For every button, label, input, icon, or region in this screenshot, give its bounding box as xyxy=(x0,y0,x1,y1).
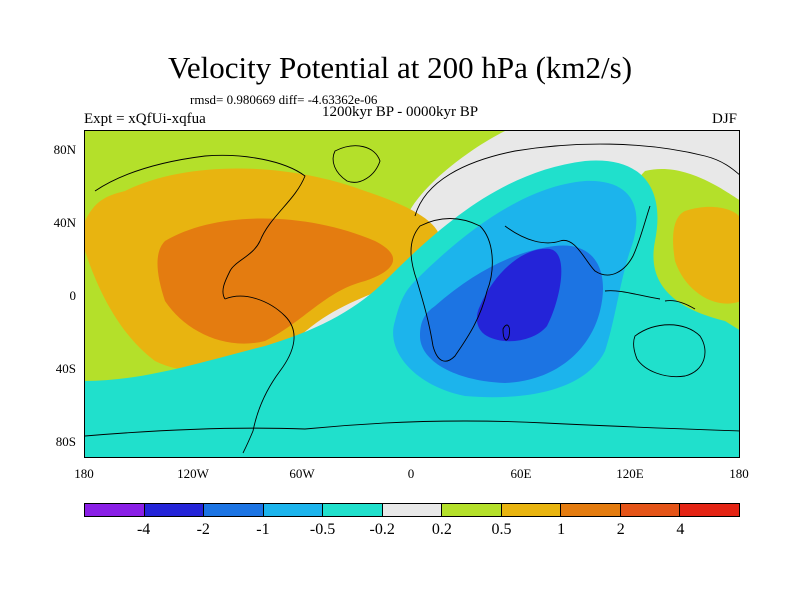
colorbar-box xyxy=(144,504,205,516)
y-tick-label: 80S xyxy=(55,434,76,449)
colorbar-label: 4 xyxy=(676,521,685,538)
colorbar-label: 0.5 xyxy=(491,521,512,538)
coastline-madagascar xyxy=(502,324,510,341)
period-label: 1200kyr BP - 0000kyr BP xyxy=(322,104,479,120)
map-panel xyxy=(84,130,740,458)
season-label: DJF xyxy=(712,111,738,127)
contour-fill-1 xyxy=(157,218,394,344)
colorbar-box xyxy=(204,504,264,516)
colorbar-box xyxy=(501,504,562,516)
y-tick-label: 0 xyxy=(69,288,77,303)
coastline-africa xyxy=(410,218,493,362)
colorbar-box xyxy=(85,504,145,516)
colorbar-label: -0.2 xyxy=(369,521,395,538)
colorbar-box xyxy=(442,504,502,516)
y-tick-label: 80N xyxy=(53,142,76,157)
y-tick-label: 40N xyxy=(53,215,76,230)
x-tick-label: 120E xyxy=(616,466,644,481)
coastline-greenland xyxy=(332,145,381,183)
colorbar-label: -2 xyxy=(196,521,210,538)
y-tick-label: 40S xyxy=(55,361,76,376)
colorbar-label: 0.2 xyxy=(431,521,452,538)
page-title: Velocity Potential at 200 hPa (km2/s) xyxy=(167,50,633,85)
contour-fill-0-5-east xyxy=(673,206,739,304)
colorbar-box xyxy=(382,504,443,516)
coastline-antarctica xyxy=(85,420,739,437)
colorbar-label: -1 xyxy=(256,521,270,538)
coastline-north-america xyxy=(94,154,306,300)
colorbar-box xyxy=(561,504,621,516)
x-tick-label: 60E xyxy=(510,466,532,481)
experiment-label: Expt = xQfUi-xqfua xyxy=(84,111,206,127)
x-tick-label: 180 xyxy=(729,466,749,481)
colorbar-label: 1 xyxy=(557,521,566,538)
x-tick-label: 180 xyxy=(74,466,94,481)
coastline-maritime xyxy=(604,290,696,310)
colorbar-label: 2 xyxy=(616,521,625,538)
stats-label: rmsd= 0.980669 diff= -4.63362e-06 xyxy=(190,92,378,107)
coastline-australia xyxy=(633,324,706,378)
coastline-south-america xyxy=(224,295,295,454)
x-tick-label: 0 xyxy=(407,466,415,481)
colorbar-box xyxy=(263,504,324,516)
x-tick-label: 60W xyxy=(289,466,315,481)
colorbar-box xyxy=(620,504,681,516)
contour-fill-m2 xyxy=(476,248,562,342)
contour-map xyxy=(85,131,739,457)
x-tick-label: 120W xyxy=(177,466,209,481)
colorbar-label: -4 xyxy=(136,521,151,538)
coastline-eurasia xyxy=(414,143,739,276)
coastlines xyxy=(85,143,739,454)
colorbar-label: -0.5 xyxy=(309,521,336,538)
colorbar-box xyxy=(323,504,383,516)
colorbar xyxy=(84,503,740,517)
colorbar-box xyxy=(680,504,740,516)
